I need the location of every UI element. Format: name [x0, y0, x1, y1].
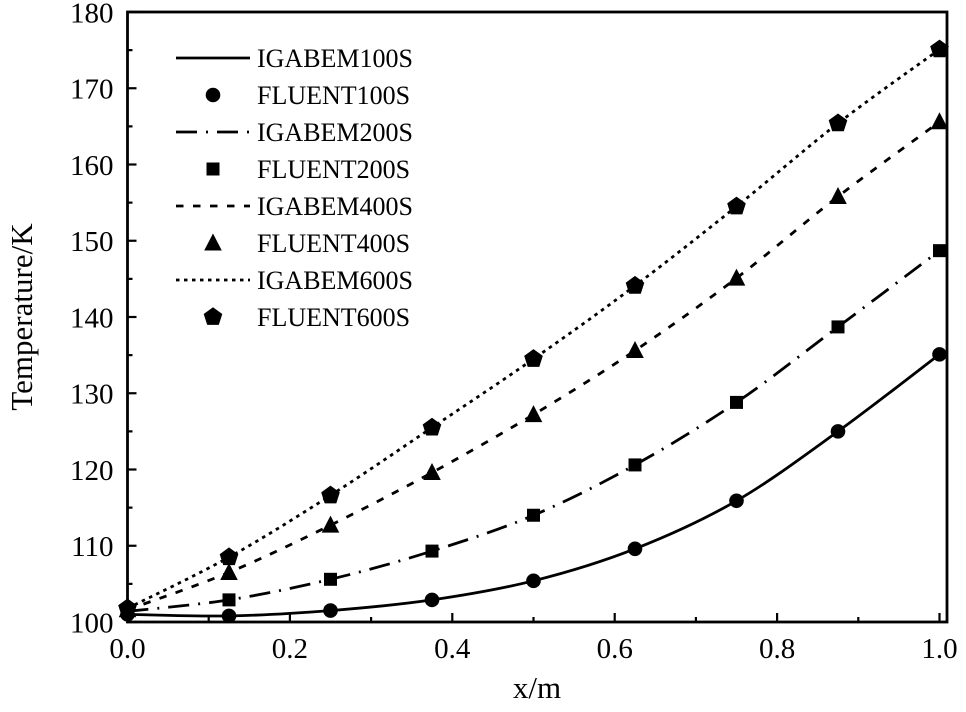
series-marker-FLUENT100S: [932, 347, 947, 362]
series-marker-FLUENT400S: [524, 405, 543, 423]
series-marker-FLUENT200S: [831, 320, 845, 334]
y-tick-label: 120: [70, 455, 114, 487]
y-tick-label: 150: [70, 226, 114, 258]
series-line-IGABEM600S: [126, 48, 941, 610]
legend-label-IGABEM200S: IGABEM200S: [257, 118, 413, 147]
legend-sample-FLUENT600S: [203, 307, 223, 325]
series-marker-FLUENT400S: [321, 515, 340, 533]
x-tick-label: 0.6: [597, 633, 633, 665]
series-marker-FLUENT400S: [423, 463, 441, 481]
x-tick-label: 0.0: [109, 633, 145, 665]
series-line-IGABEM200S: [127, 249, 941, 613]
plot-frame: [126, 10, 949, 624]
series-marker-FLUENT400S: [626, 341, 644, 359]
series-marker-FLUENT400S: [727, 268, 746, 286]
series-marker-FLUENT200S: [425, 544, 439, 558]
x-tick-label: 0.4: [434, 633, 471, 665]
y-tick-label: 160: [70, 150, 114, 182]
series-marker-FLUENT200S: [527, 508, 540, 522]
series-marker-FLUENT200S: [222, 593, 236, 607]
series-marker-FLUENT600S: [625, 275, 645, 294]
y-tick-label: 180: [70, 0, 114, 29]
series-marker-FLUENT100S: [424, 592, 440, 608]
series-marker-FLUENT600S: [524, 349, 543, 367]
series-marker-FLUENT400S: [930, 112, 949, 130]
y-tick-label: 140: [70, 302, 114, 334]
legend-label-IGABEM600S: IGABEM600S: [257, 266, 413, 295]
legend-label-FLUENT200S: FLUENT200S: [257, 155, 410, 184]
series-marker-FLUENT100S: [830, 424, 846, 439]
series-marker-FLUENT600S: [930, 39, 949, 58]
series-marker-FLUENT600S: [321, 485, 340, 504]
y-tick-label: 130: [70, 379, 114, 411]
y-tick-label: 170: [70, 74, 114, 106]
series-marker-FLUENT200S: [730, 395, 743, 409]
x-axis-title: x/m: [513, 670, 561, 705]
y-tick-label: 110: [71, 531, 113, 563]
x-tick-label: 1.0: [921, 633, 957, 665]
legend-label-IGABEM400S: IGABEM400S: [257, 192, 413, 221]
x-tick-label: 0.8: [759, 633, 795, 665]
y-tick-label: 100: [70, 607, 114, 639]
series-marker-FLUENT100S: [323, 603, 338, 618]
legend-label-FLUENT100S: FLUENT100S: [257, 81, 410, 110]
legend-sample-FLUENT100S: [205, 87, 221, 103]
series-marker-FLUENT100S: [526, 573, 541, 589]
series-marker-FLUENT600S: [828, 113, 848, 132]
series-marker-FLUENT200S: [933, 244, 946, 258]
series-marker-FLUENT100S: [627, 541, 643, 557]
series-marker-FLUENT600S: [118, 598, 137, 617]
series-marker-FLUENT100S: [729, 493, 744, 509]
series-marker-FLUENT200S: [628, 458, 642, 472]
y-axis-title: Temperature/K: [4, 223, 39, 411]
legend-sample-FLUENT400S: [204, 233, 222, 251]
legend-label-FLUENT400S: FLUENT400S: [257, 229, 410, 258]
x-tick-label: 0.2: [272, 633, 308, 665]
series-marker-FLUENT100S: [221, 608, 237, 624]
series-marker-FLUENT400S: [220, 562, 238, 580]
series-marker-FLUENT600S: [219, 547, 239, 566]
series-marker-FLUENT600S: [422, 417, 442, 436]
legend-label-FLUENT600S: FLUENT600S: [257, 303, 410, 332]
legend-label-IGABEM100S: IGABEM100S: [257, 44, 413, 73]
series-marker-FLUENT400S: [829, 187, 847, 205]
legend-sample-FLUENT200S: [206, 162, 220, 176]
plot-area: 0.0 0.2 0.4 0.6 0.8 1.0 100 110 120 130 140 150 160 1…: [70, 0, 958, 665]
series-marker-FLUENT200S: [324, 572, 337, 586]
series-marker-FLUENT600S: [727, 196, 746, 215]
